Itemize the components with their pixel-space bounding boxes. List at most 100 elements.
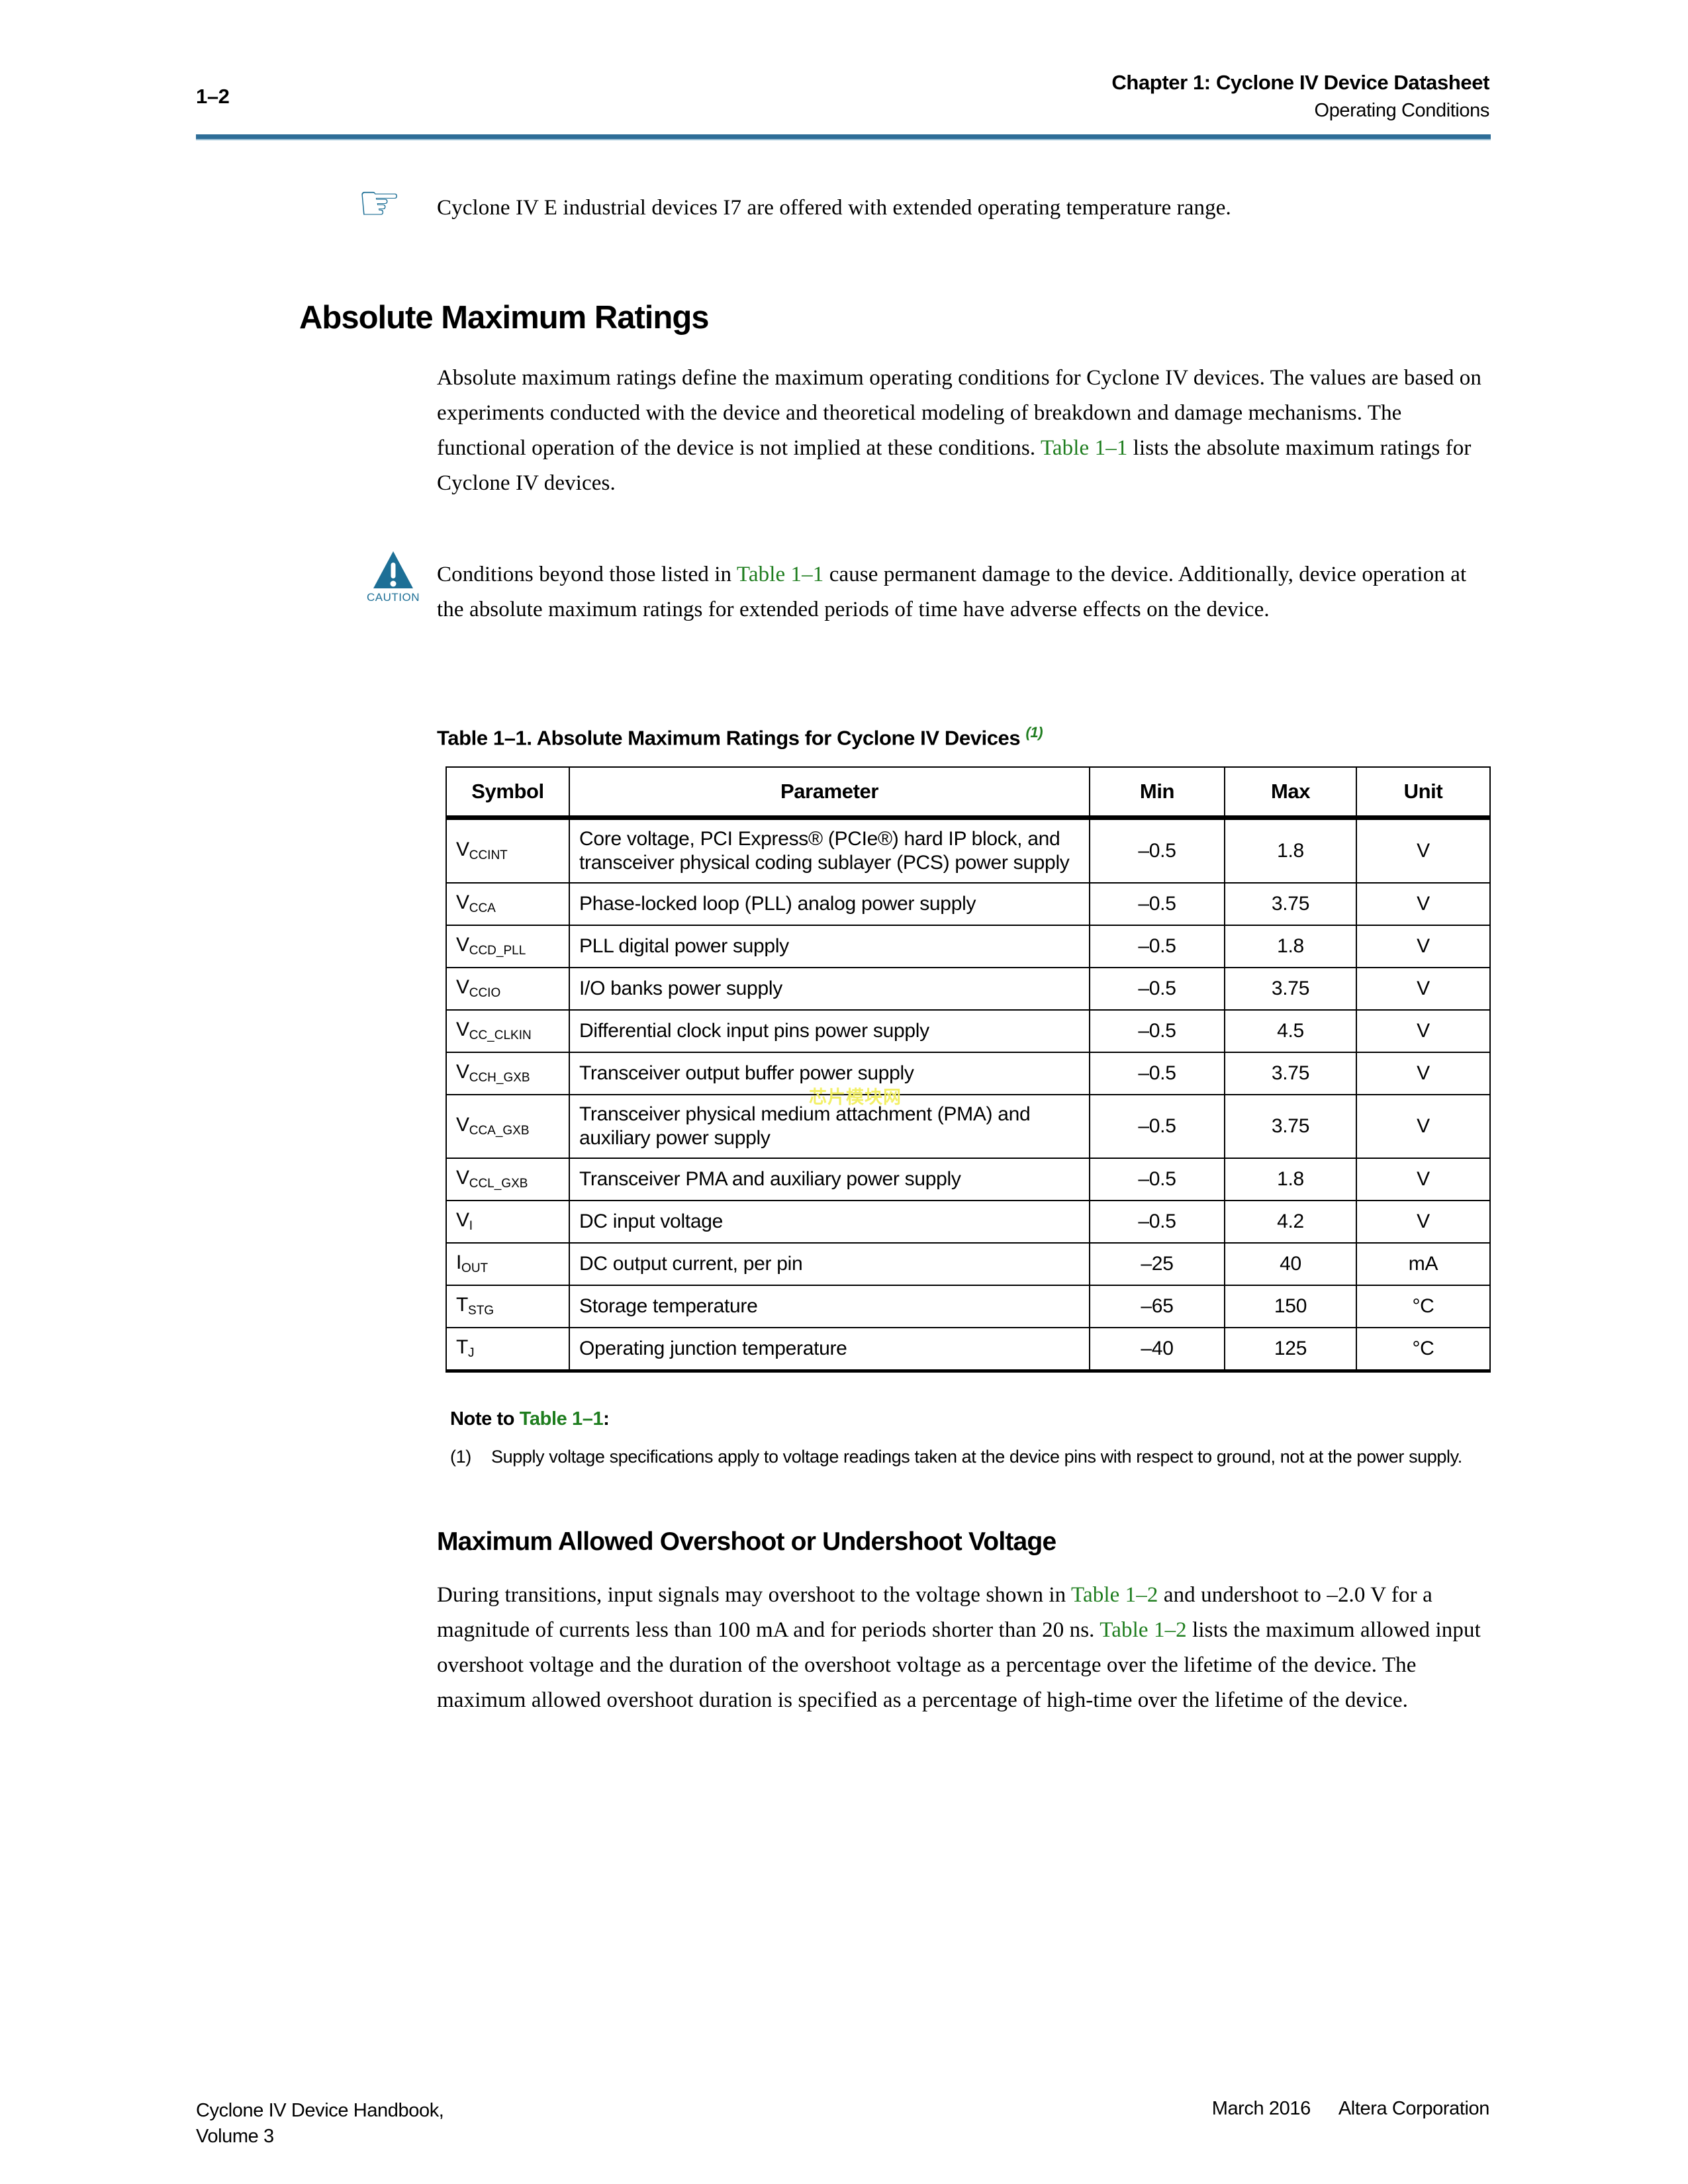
min-cell: –0.5 [1089, 1094, 1225, 1159]
symbol-cell: VCCA [445, 882, 570, 926]
max-cell: 1.8 [1224, 925, 1357, 968]
text-segment: During transitions, input signals may ov… [437, 1583, 1072, 1607]
unit-cell: °C [1356, 1327, 1491, 1372]
table-title-text: Table 1–1. Absolute Maximum Ratings for … [437, 726, 1026, 750]
min-cell: –0.5 [1089, 817, 1225, 884]
unit-cell: V [1356, 1094, 1491, 1159]
table-row: TJ Operating junction temperature –40 12… [445, 1327, 1491, 1372]
text-segment: lists the maximum allowed input overshoo… [437, 1618, 1481, 1712]
header-right: Chapter 1: Cyclone IV Device Datasheet O… [1111, 69, 1489, 124]
caution-paragraph: Conditions beyond those listed in Table … [437, 557, 1486, 627]
parameter-cell: Transceiver output buffer power supply [569, 1052, 1090, 1095]
table-title-footnote-ref[interactable]: (1) [1025, 724, 1043, 741]
watermark-text: 芯片模块网 [809, 1087, 902, 1107]
unit-cell: V [1356, 1158, 1491, 1201]
symbol-cell: VCCH_GXB [445, 1052, 570, 1095]
min-cell: –65 [1089, 1285, 1225, 1328]
table-row: VCCA_GXB Transceiver physical medium att… [445, 1094, 1491, 1159]
min-cell: –0.5 [1089, 882, 1225, 926]
footer-handbook-line2: Volume 3 [196, 2126, 274, 2147]
section-title-header: Operating Conditions [1314, 100, 1490, 121]
abs-max-ratings-table: Symbol Parameter Min Max Unit VCCINT Cor… [445, 766, 1491, 1373]
max-cell: 150 [1224, 1285, 1357, 1328]
col-header-unit: Unit [1356, 766, 1491, 820]
table-link[interactable]: Table 1–2 [1071, 1583, 1158, 1607]
table-link[interactable]: Table 1–2 [1100, 1618, 1187, 1642]
min-cell: –0.5 [1089, 925, 1225, 968]
parameter-cell: DC input voltage [569, 1200, 1090, 1244]
section-heading-absolute-maximum-ratings: Absolute Maximum Ratings [299, 300, 710, 336]
table-header-row: Symbol Parameter Min Max Unit [445, 766, 1491, 820]
min-cell: –0.5 [1089, 967, 1225, 1011]
parameter-cell: Operating junction temperature [569, 1327, 1090, 1372]
section2-paragraph: During transitions, input signals may ov… [437, 1578, 1486, 1718]
hand-note-text: Cyclone IV E industrial devices I7 are o… [437, 191, 1486, 226]
table-row: VCCA Phase-locked loop (PLL) analog powe… [445, 882, 1491, 926]
col-header-min: Min [1089, 766, 1225, 820]
unit-cell: V [1356, 1009, 1491, 1053]
page-number: 1–2 [196, 85, 230, 108]
header-rule [196, 134, 1491, 140]
unit-cell: V [1356, 1200, 1491, 1244]
symbol-cell: TJ [445, 1327, 570, 1372]
caution-icon: CAUTION [361, 551, 425, 604]
max-cell: 4.2 [1224, 1200, 1357, 1244]
table-link[interactable]: Table 1–1 [736, 563, 824, 586]
min-cell: –0.5 [1089, 1052, 1225, 1095]
footer-company: Altera Corporation [1338, 2098, 1490, 2119]
table-row: IOUT DC output current, per pin –25 40 m… [445, 1242, 1491, 1286]
symbol-cell: VCC_CLKIN [445, 1009, 570, 1053]
table-row: VCCIO I/O banks power supply –0.5 3.75 V [445, 967, 1491, 1011]
caution-label: CAUTION [367, 591, 420, 604]
note-to-table-heading: Note to Table 1–1: [450, 1408, 610, 1430]
parameter-cell: Storage temperature [569, 1285, 1090, 1328]
parameter-cell: Core voltage, PCI Express® (PCIe®) hard … [569, 817, 1090, 884]
parameter-cell: DC output current, per pin [569, 1242, 1090, 1286]
footnote-number: (1) [450, 1447, 471, 1467]
max-cell: 4.5 [1224, 1009, 1357, 1053]
footnote-text: Supply voltage specifications apply to v… [491, 1447, 1462, 1467]
section1-paragraph: Absolute maximum ratings define the maxi… [437, 361, 1486, 501]
footer-date: March 2016 [1211, 2098, 1311, 2119]
min-cell: –25 [1089, 1242, 1225, 1286]
text-segment: and undershoot to –2.0 V for a magnitude… [437, 1583, 1432, 1642]
col-header-symbol: Symbol [445, 766, 570, 820]
parameter-cell: Transceiver physical medium attachment (… [569, 1094, 1090, 1159]
table-row: VCCL_GXB Transceiver PMA and auxiliary p… [445, 1158, 1491, 1201]
symbol-cell: VCCIO [445, 967, 570, 1011]
symbol-cell: IOUT [445, 1242, 570, 1286]
chapter-title: Chapter 1: Cyclone IV Device Datasheet [1111, 71, 1489, 94]
symbol-cell: TSTG [445, 1285, 570, 1328]
min-cell: –0.5 [1089, 1158, 1225, 1201]
col-header-parameter: Parameter [569, 766, 1090, 820]
unit-cell: mA [1356, 1242, 1491, 1286]
text-segment: Absolute maximum ratings define the maxi… [437, 366, 1482, 460]
text-segment: lists the absolute maximum ratings for C… [437, 436, 1472, 495]
unit-cell: V [1356, 925, 1491, 968]
max-cell: 1.8 [1224, 817, 1357, 884]
table-link[interactable]: Table 1–1 [1040, 436, 1128, 460]
unit-cell: V [1356, 817, 1491, 884]
table-link[interactable]: Table 1–1 [519, 1408, 604, 1430]
max-cell: 125 [1224, 1327, 1357, 1372]
table-title: Table 1–1. Absolute Maximum Ratings for … [437, 724, 1043, 750]
max-cell: 3.75 [1224, 967, 1357, 1011]
footer-handbook-line1: Cyclone IV Device Handbook, [196, 2100, 444, 2121]
unit-cell: V [1356, 1052, 1491, 1095]
symbol-cell: VCCD_PLL [445, 925, 570, 968]
text-segment: Conditions beyond those listed in [437, 563, 737, 586]
unit-cell: °C [1356, 1285, 1491, 1328]
caution-triangle-icon [373, 551, 413, 588]
symbol-cell: VI [445, 1200, 570, 1244]
text-segment: cause permanent damage to the device. Ad… [437, 563, 1467, 621]
max-cell: 3.75 [1224, 882, 1357, 926]
text-segment: Note to [450, 1408, 520, 1430]
table-row: TSTG Storage temperature –65 150 °C [445, 1285, 1491, 1328]
text-segment: : [603, 1408, 610, 1430]
footer-right: March 2016 Altera Corporation [1211, 2098, 1490, 2120]
unit-cell: V [1356, 967, 1491, 1011]
table-row: VCCD_PLL PLL digital power supply –0.5 1… [445, 925, 1491, 968]
col-header-max: Max [1224, 766, 1357, 820]
min-cell: –0.5 [1089, 1200, 1225, 1244]
